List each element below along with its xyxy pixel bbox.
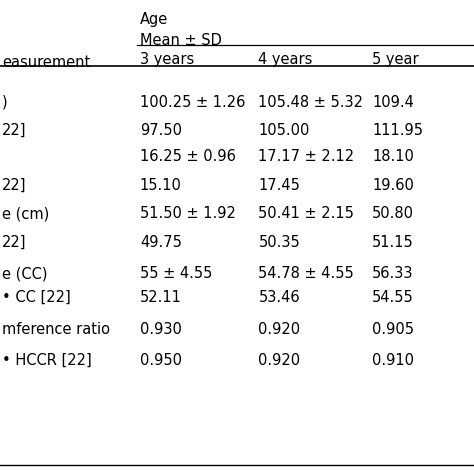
Text: 53.46: 53.46 — [258, 290, 300, 305]
Text: Mean ± SD: Mean ± SD — [140, 33, 222, 48]
Text: 52.11: 52.11 — [140, 290, 182, 305]
Text: 22]: 22] — [2, 235, 27, 250]
Text: 97.50: 97.50 — [140, 123, 182, 138]
Text: 16.25 ± 0.96: 16.25 ± 0.96 — [140, 149, 236, 164]
Text: 100.25 ± 1.26: 100.25 ± 1.26 — [140, 95, 245, 110]
Text: 3 years: 3 years — [140, 52, 194, 67]
Text: 18.10: 18.10 — [372, 149, 414, 164]
Text: 5 year: 5 year — [372, 52, 419, 67]
Text: e (CC): e (CC) — [2, 266, 48, 282]
Text: 50.41 ± 2.15: 50.41 ± 2.15 — [258, 206, 354, 221]
Text: 22]: 22] — [2, 123, 27, 138]
Text: 55 ± 4.55: 55 ± 4.55 — [140, 266, 212, 282]
Text: easurement: easurement — [2, 55, 91, 70]
Text: ): ) — [2, 95, 8, 110]
Text: mference ratio: mference ratio — [2, 322, 110, 337]
Text: 111.95: 111.95 — [372, 123, 423, 138]
Text: 15.10: 15.10 — [140, 178, 182, 193]
Text: 49.75: 49.75 — [140, 235, 182, 250]
Text: 4 years: 4 years — [258, 52, 313, 67]
Text: 17.17 ± 2.12: 17.17 ± 2.12 — [258, 149, 355, 164]
Text: 0.910: 0.910 — [372, 353, 414, 368]
Text: 109.4: 109.4 — [372, 95, 414, 110]
Text: 19.60: 19.60 — [372, 178, 414, 193]
Text: 0.920: 0.920 — [258, 322, 301, 337]
Text: • HCCR [22]: • HCCR [22] — [2, 353, 92, 368]
Text: 22]: 22] — [2, 178, 27, 193]
Text: 50.35: 50.35 — [258, 235, 300, 250]
Text: 54.78 ± 4.55: 54.78 ± 4.55 — [258, 266, 354, 282]
Text: 105.00: 105.00 — [258, 123, 310, 138]
Text: 54.55: 54.55 — [372, 290, 414, 305]
Text: e (cm): e (cm) — [2, 206, 50, 221]
Text: 0.930: 0.930 — [140, 322, 182, 337]
Text: 105.48 ± 5.32: 105.48 ± 5.32 — [258, 95, 364, 110]
Text: 50.80: 50.80 — [372, 206, 414, 221]
Text: 17.45: 17.45 — [258, 178, 300, 193]
Text: 0.950: 0.950 — [140, 353, 182, 368]
Text: 51.50 ± 1.92: 51.50 ± 1.92 — [140, 206, 236, 221]
Text: Age: Age — [140, 12, 168, 27]
Text: • CC [22]: • CC [22] — [2, 290, 71, 305]
Text: 51.15: 51.15 — [372, 235, 414, 250]
Text: 0.905: 0.905 — [372, 322, 414, 337]
Text: 0.920: 0.920 — [258, 353, 301, 368]
Text: 56.33: 56.33 — [372, 266, 414, 282]
